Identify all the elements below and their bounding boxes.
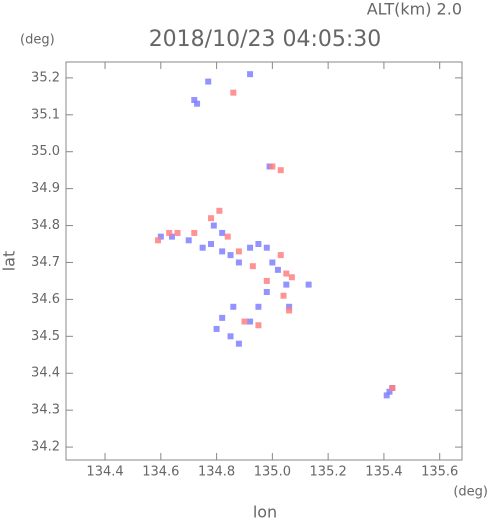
echo-cell xyxy=(166,229,173,236)
echo-cell xyxy=(205,78,212,85)
echo-cell xyxy=(249,263,256,270)
x-tick-label: 134.4 xyxy=(86,465,123,480)
echo-cell xyxy=(235,259,242,266)
x-unit: (deg) xyxy=(453,485,488,500)
echo-cell xyxy=(263,277,270,284)
echo-cell xyxy=(168,233,175,240)
echo-cell xyxy=(269,163,276,170)
echo-cell xyxy=(235,340,242,347)
echo-cell xyxy=(191,97,198,104)
echo-cell xyxy=(283,270,290,277)
echo-cell xyxy=(224,233,231,240)
y-tick-label: 34.3 xyxy=(31,403,60,418)
echo-cell xyxy=(286,307,293,314)
echo-cell xyxy=(386,388,393,395)
echo-cell xyxy=(247,71,254,78)
y-tick-label: 34.6 xyxy=(31,292,60,307)
echo-cell xyxy=(280,292,287,299)
x-tick-label: 134.6 xyxy=(142,465,179,480)
plot-frame xyxy=(65,61,463,461)
echo-cell xyxy=(383,392,390,399)
echo-cell xyxy=(185,237,192,244)
echo-cell xyxy=(263,244,270,251)
echo-cell xyxy=(283,281,290,288)
echo-cell xyxy=(288,274,295,281)
echo-cell xyxy=(199,244,206,251)
echo-cell xyxy=(305,281,312,288)
x-tick-label: 134.8 xyxy=(198,465,235,480)
echo-cell xyxy=(210,222,217,229)
altitude-label: ALT(km) 2.0 xyxy=(367,0,462,19)
y-tick-label: 34.5 xyxy=(31,329,60,344)
echo-cell xyxy=(219,229,226,236)
y-tick-label: 34.7 xyxy=(31,255,60,270)
y-tick-label: 35.0 xyxy=(31,144,60,159)
echo-cell xyxy=(274,266,281,273)
echo-cell xyxy=(227,252,234,259)
x-tick-label: 135.6 xyxy=(421,465,458,480)
echo-cell xyxy=(174,229,181,236)
echo-cell xyxy=(235,248,242,255)
y-axis-label: lat xyxy=(0,251,19,272)
echo-cell xyxy=(277,167,284,174)
echo-cell xyxy=(255,303,262,310)
echo-cell xyxy=(263,289,270,296)
echo-cell xyxy=(216,207,223,214)
echo-cell xyxy=(230,303,237,310)
echo-cell xyxy=(255,322,262,329)
echo-cell xyxy=(230,89,237,96)
y-tick-label: 34.4 xyxy=(31,366,60,381)
chart-title: 2018/10/23 04:05:30 xyxy=(149,27,382,52)
echo-cell xyxy=(208,215,215,222)
echo-cell xyxy=(227,333,234,340)
echo-cell xyxy=(219,248,226,255)
echo-cell xyxy=(277,252,284,259)
y-tick-label: 34.9 xyxy=(31,181,60,196)
echo-cell xyxy=(286,303,293,310)
echo-cell xyxy=(208,241,215,248)
echo-cell xyxy=(213,325,220,332)
y-unit: (deg) xyxy=(20,33,55,48)
echo-cell xyxy=(255,241,262,248)
y-tick-label: 34.2 xyxy=(31,440,60,455)
x-tick-label: 135.2 xyxy=(310,465,347,480)
y-tick-label: 35.1 xyxy=(31,107,60,122)
x-tick-label: 135.4 xyxy=(365,465,402,480)
echo-cell xyxy=(157,233,164,240)
echo-cell xyxy=(247,318,254,325)
x-tick-label: 135.0 xyxy=(254,465,291,480)
echo-cell xyxy=(247,244,254,251)
echo-cell xyxy=(155,237,162,244)
y-tick-label: 34.8 xyxy=(31,218,60,233)
x-axis-label: lon xyxy=(253,503,277,522)
echo-cell xyxy=(269,259,276,266)
echo-cell xyxy=(389,385,396,392)
echo-cell xyxy=(191,229,198,236)
echo-cell xyxy=(241,318,248,325)
echo-cell xyxy=(219,314,226,321)
echo-cell xyxy=(194,100,201,107)
y-tick-label: 35.2 xyxy=(31,70,60,85)
